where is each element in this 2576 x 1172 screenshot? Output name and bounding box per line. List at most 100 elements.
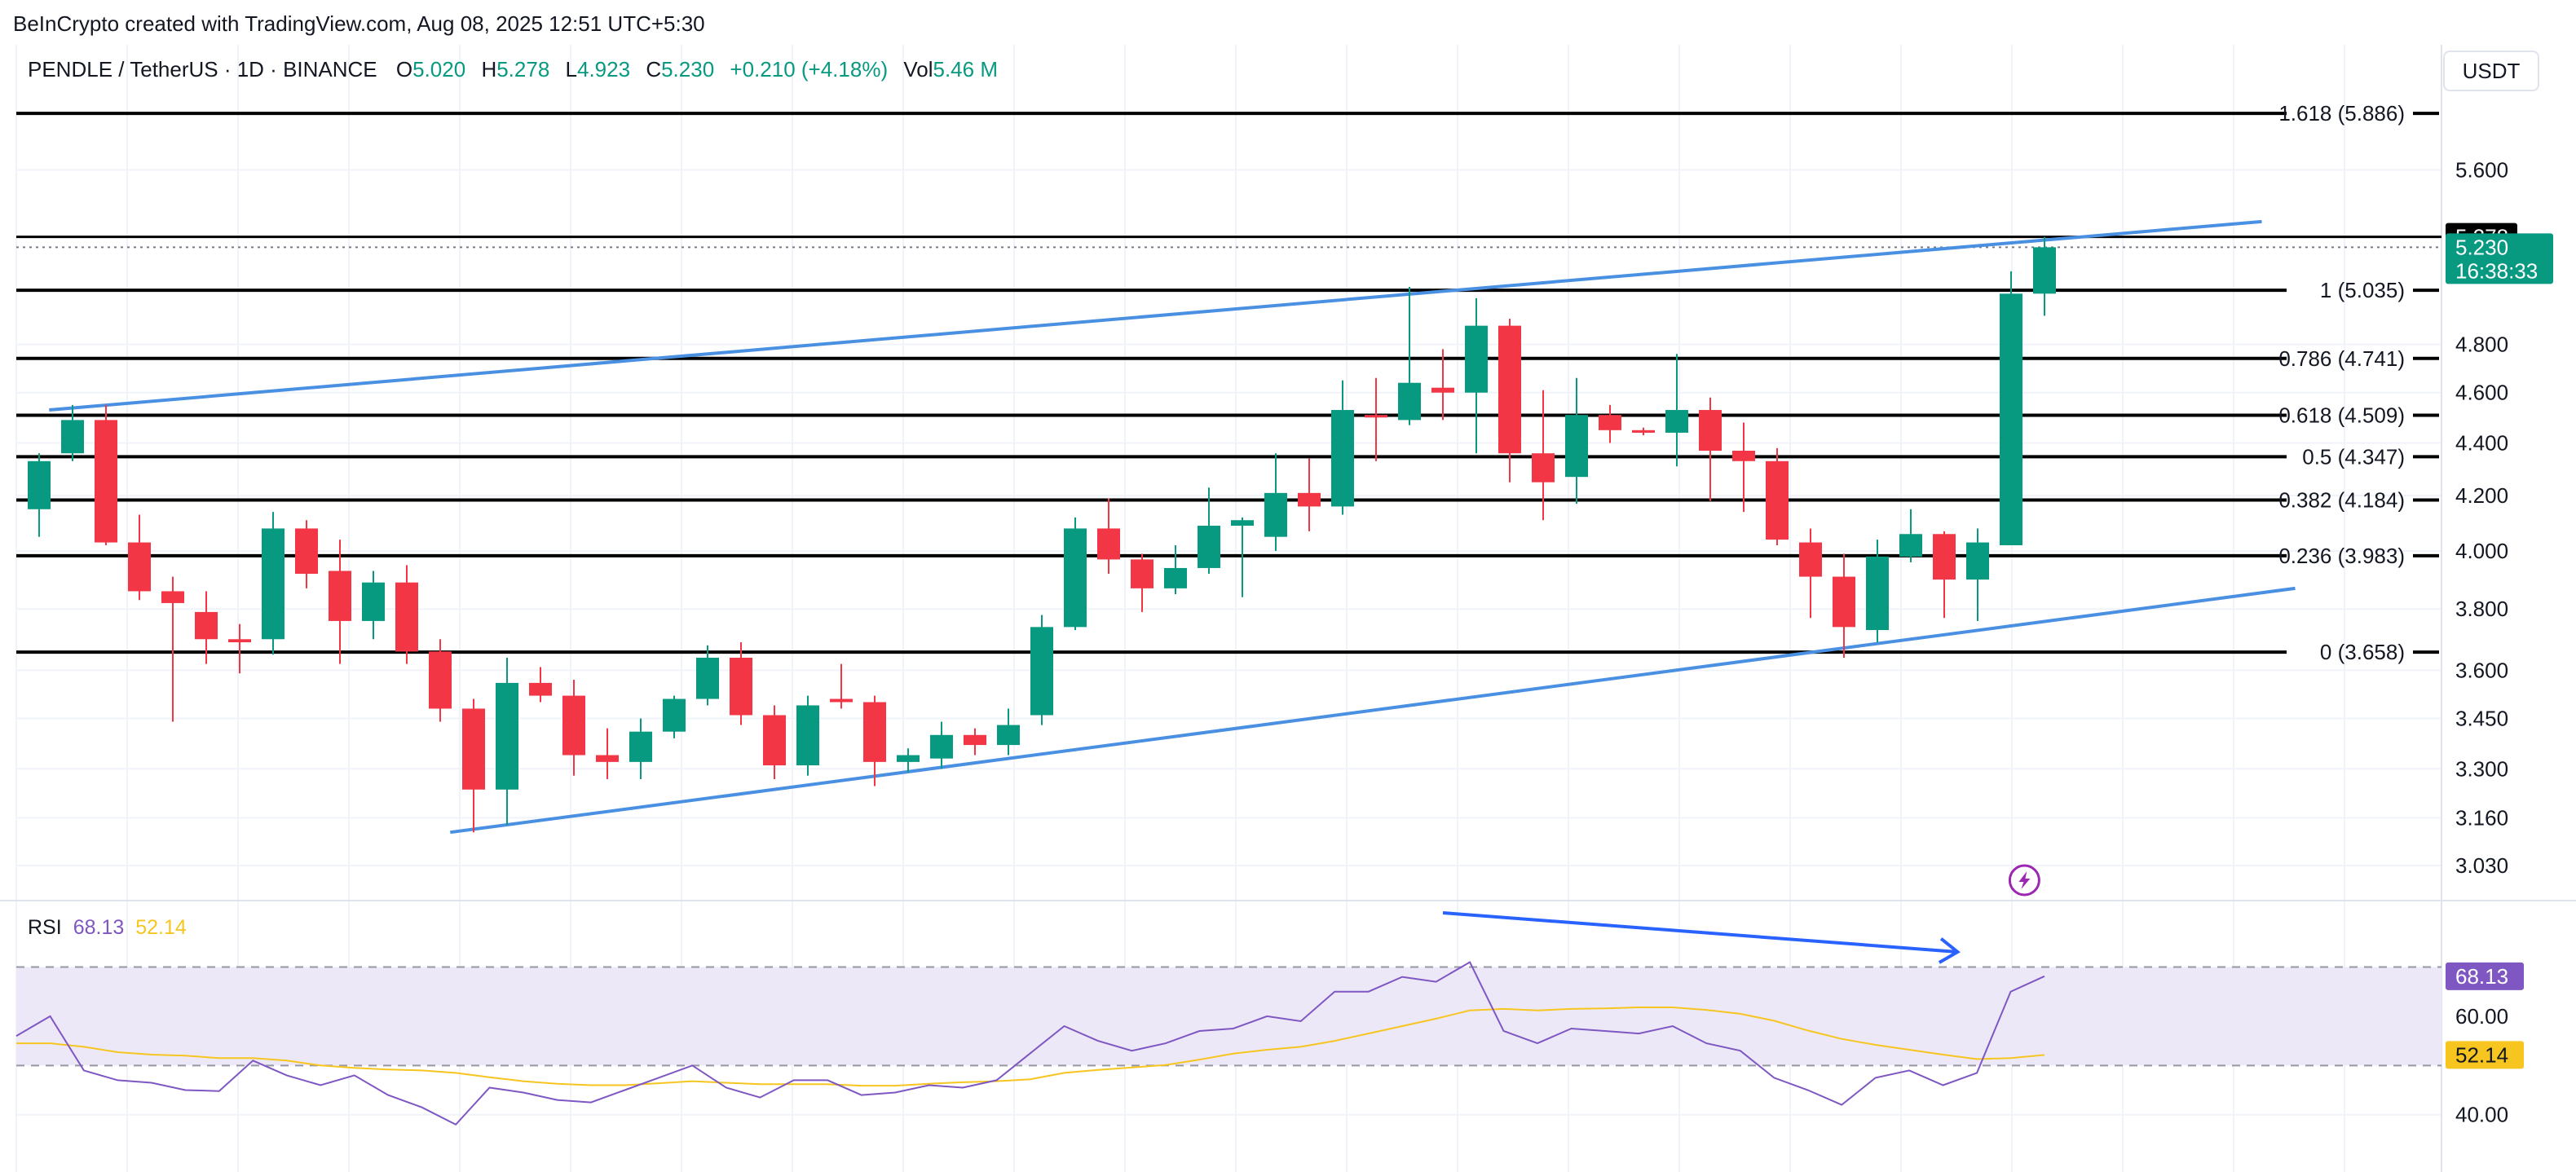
candle-body: [529, 682, 552, 696]
last-price-badge: [2446, 233, 2553, 284]
candle-body: [161, 591, 184, 603]
high-label: H: [481, 57, 497, 82]
price-tick-label: 3.450: [2455, 706, 2508, 730]
candle-body: [1264, 492, 1287, 537]
rsi-line: [15, 961, 2045, 1126]
trendline: [450, 586, 2296, 835]
candle-body: [228, 639, 251, 643]
countdown-timer-label: 16:38:33: [2455, 258, 2538, 283]
candle-body: [496, 682, 518, 790]
candle-body: [195, 611, 218, 640]
price-tick-label: 5.600: [2455, 157, 2508, 182]
candle-body: [730, 657, 752, 716]
candle-body: [796, 705, 819, 766]
candle-body: [1766, 460, 1789, 540]
rsi-value-badge-label: 68.13: [2455, 964, 2508, 989]
price-tick-label: 4.400: [2455, 431, 2508, 456]
candle-body: [1565, 415, 1588, 478]
fib-level-label: 0.786 (4.741): [2278, 346, 2405, 371]
candle-body: [295, 528, 318, 575]
candle-body: [462, 708, 485, 790]
candle-body: [1298, 492, 1321, 507]
candle-body: [830, 698, 853, 703]
candle-body: [997, 725, 1020, 746]
candle-body: [1933, 534, 1956, 580]
candle-body: [95, 420, 117, 543]
candle-body: [1030, 627, 1053, 716]
volume-label: Vol: [903, 57, 933, 82]
candle-body: [1632, 430, 1655, 433]
fib-level-label: 0.618 (4.509): [2278, 403, 2405, 428]
rsi-legend-value: 68.13: [73, 916, 125, 939]
price-tick-label: 4.800: [2455, 333, 2508, 357]
candle-body: [1866, 556, 1889, 631]
fib-level-label: 1 (5.035): [2320, 278, 2405, 302]
close-value: 5.230: [661, 57, 715, 82]
candle-body: [1164, 567, 1187, 588]
price-tick-label: 3.800: [2455, 597, 2508, 621]
currency-button[interactable]: USDT: [2443, 51, 2539, 91]
fib-retracement[interactable]: 1.618 (5.886) 1 (5.035) 0.786 (4.741) 0.618…: [16, 101, 2441, 664]
trendline: [49, 219, 2262, 412]
rsi-band: [16, 967, 2441, 1066]
price-tick-label: 3.300: [2455, 756, 2508, 781]
symbol-name[interactable]: PENDLE / TetherUS · 1D · BINANCE: [28, 57, 377, 82]
rsi-tick-label: 40.00: [2455, 1103, 2508, 1127]
candle-body: [1198, 526, 1220, 568]
price-tick-label: 4.000: [2455, 539, 2508, 563]
candle-body: [1699, 410, 1722, 452]
rsi-ma-badge-label: 52.14: [2455, 1042, 2508, 1067]
price-tick-label: 3.160: [2455, 806, 2508, 831]
price-scale[interactable]: 5.600 4.800 4.600 4.400 4.200 4.000 3.800 3.600…: [2446, 157, 2553, 1127]
candle-body: [1498, 325, 1521, 454]
divergence-arrow-head: [1938, 937, 1961, 964]
candle-body: [61, 420, 84, 454]
fib-level-label: 1.618 (5.886): [2278, 101, 2405, 126]
candle-body: [897, 755, 920, 762]
candle-body: [1966, 542, 1989, 580]
lightning-icon[interactable]: [2008, 864, 2040, 897]
volume-value: 5.46 M: [933, 57, 999, 82]
low-label: L: [565, 57, 577, 82]
candle-body: [329, 571, 351, 621]
candle-body: [696, 657, 719, 699]
candle-body: [1131, 559, 1153, 588]
event-marker[interactable]: [2008, 864, 2040, 897]
price-tick-label: 3.600: [2455, 658, 2508, 682]
candle-body: [629, 731, 652, 762]
candle-body: [1833, 576, 1855, 628]
candle-body: [395, 582, 418, 652]
fib-level-label: 0.236 (3.983): [2278, 544, 2405, 568]
credit-text: BeInCrypto created with TradingView.com,…: [13, 11, 705, 36]
candle-body: [1665, 410, 1688, 433]
open-label: O: [395, 57, 413, 82]
price-tick-label: 4.200: [2455, 483, 2508, 508]
candle-body: [930, 734, 953, 759]
candle-body: [1064, 528, 1087, 628]
candle-body: [429, 651, 452, 709]
candle-body: [1365, 415, 1387, 418]
candle-body: [1599, 415, 1621, 430]
candle-body: [1799, 542, 1822, 577]
fib-level-label: 0.382 (4.184): [2278, 487, 2405, 512]
candle-body: [1899, 534, 1922, 557]
candle-body: [562, 695, 585, 756]
fib-level-label: 0 (3.658): [2320, 640, 2405, 664]
open-value: 5.020: [412, 57, 466, 82]
close-label: C: [646, 57, 662, 82]
candle-body: [1398, 382, 1421, 421]
symbol-legend: PENDLE / TetherUS · 1D · BINANCE O5.020 …: [28, 57, 1008, 82]
change-value: +0.210 (+4.18%): [730, 57, 889, 82]
trendlines[interactable]: [49, 219, 2296, 835]
candle-body: [1331, 410, 1354, 507]
fib-level-label: 0.5 (4.347): [2302, 444, 2405, 469]
candle-body: [1465, 325, 1488, 393]
candle-body: [1732, 451, 1755, 461]
rsi-name[interactable]: RSI: [28, 916, 62, 939]
rsi-tick-label: 60.00: [2455, 1004, 2508, 1029]
price-tick-label: 4.600: [2455, 381, 2508, 405]
lightning-icon-bolt: [2018, 871, 2031, 889]
candle-body: [596, 755, 619, 762]
rsi-pane: [15, 911, 2441, 1126]
